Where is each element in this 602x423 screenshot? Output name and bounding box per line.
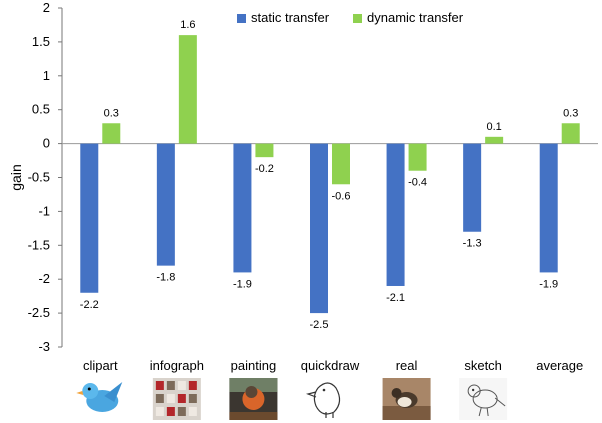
data-label: -2.2 xyxy=(80,299,99,311)
data-label: -1.3 xyxy=(463,238,482,250)
y-axis-title: gain xyxy=(8,164,24,190)
category-label-real: real xyxy=(396,358,418,373)
bar-static-quickdraw xyxy=(310,143,328,314)
data-label: -1.9 xyxy=(539,278,558,290)
data-label: -1.9 xyxy=(233,278,252,290)
bar-dynamic-clipart xyxy=(102,123,121,144)
y-tick-label: 1 xyxy=(43,68,50,83)
category-label-infograph: infograph xyxy=(150,358,204,373)
bars xyxy=(80,35,580,314)
data-label: 0.1 xyxy=(486,121,501,133)
category-label-average: average xyxy=(536,358,583,373)
data-label: 0.3 xyxy=(563,107,578,119)
bar-dynamic-painting xyxy=(255,143,274,158)
bar-static-clipart xyxy=(80,143,99,293)
data-label: -0.6 xyxy=(332,190,351,202)
axes: 2 1.5 1 0.5 0 -0.5 -1 -1.5 -2 -2.5 -3 gain xyxy=(8,0,598,354)
labels: -2.2 0.3 clipart -1.8 1.6 infograph -1.9 -0.2 pa… xyxy=(80,19,583,373)
y-tick-label: -2 xyxy=(38,271,50,286)
category-label-sketch: sketch xyxy=(464,358,502,373)
clipart-bird-icon xyxy=(76,382,123,412)
bar-dynamic-real xyxy=(408,143,427,171)
bar-static-sketch xyxy=(463,143,482,232)
data-label: -2.1 xyxy=(386,292,405,304)
category-label-clipart: clipart xyxy=(83,358,118,373)
y-tick-label: 0 xyxy=(43,136,50,151)
bar-static-painting xyxy=(233,143,252,273)
data-label: 0.3 xyxy=(104,107,119,119)
quickdraw-bird-icon xyxy=(305,382,341,418)
y-tick-label: -1 xyxy=(38,203,50,218)
y-tick-label: 1.5 xyxy=(32,34,50,49)
thumbnails xyxy=(76,378,508,420)
infograph-bird-icon xyxy=(152,378,201,420)
bar-dynamic-average xyxy=(561,123,580,144)
painting-bird-icon xyxy=(229,378,278,420)
y-tick-label: -3 xyxy=(38,339,50,354)
y-tick-label: -1.5 xyxy=(28,237,50,252)
real-bird-icon xyxy=(382,378,431,420)
category-label-quickdraw: quickdraw xyxy=(301,358,360,373)
legend-label-dynamic: dynamic transfer xyxy=(367,10,464,25)
bar-dynamic-quickdraw xyxy=(332,143,350,185)
data-label: -1.8 xyxy=(156,272,175,284)
y-tick-label: -2.5 xyxy=(28,305,50,320)
y-tick-label: 2 xyxy=(43,0,50,15)
legend-swatch-dynamic xyxy=(353,14,362,23)
data-label: -0.2 xyxy=(255,163,274,175)
bar-dynamic-sketch xyxy=(485,136,504,144)
legend: static transfer dynamic transfer xyxy=(237,10,464,25)
y-tick-label: -0.5 xyxy=(28,170,50,185)
bar-static-average xyxy=(539,143,558,273)
category-label-painting: painting xyxy=(231,358,277,373)
legend-swatch-static xyxy=(237,14,246,23)
y-tick-label: 0.5 xyxy=(32,102,50,117)
bar-dynamic-infograph xyxy=(178,35,197,144)
bar-static-infograph xyxy=(156,143,175,266)
bar-static-real xyxy=(386,143,405,286)
data-label: -2.5 xyxy=(310,319,329,331)
data-label: -0.4 xyxy=(408,177,427,189)
sketch-bird-icon xyxy=(459,378,508,420)
data-label: 1.6 xyxy=(180,19,195,31)
legend-label-static: static transfer xyxy=(251,10,330,25)
